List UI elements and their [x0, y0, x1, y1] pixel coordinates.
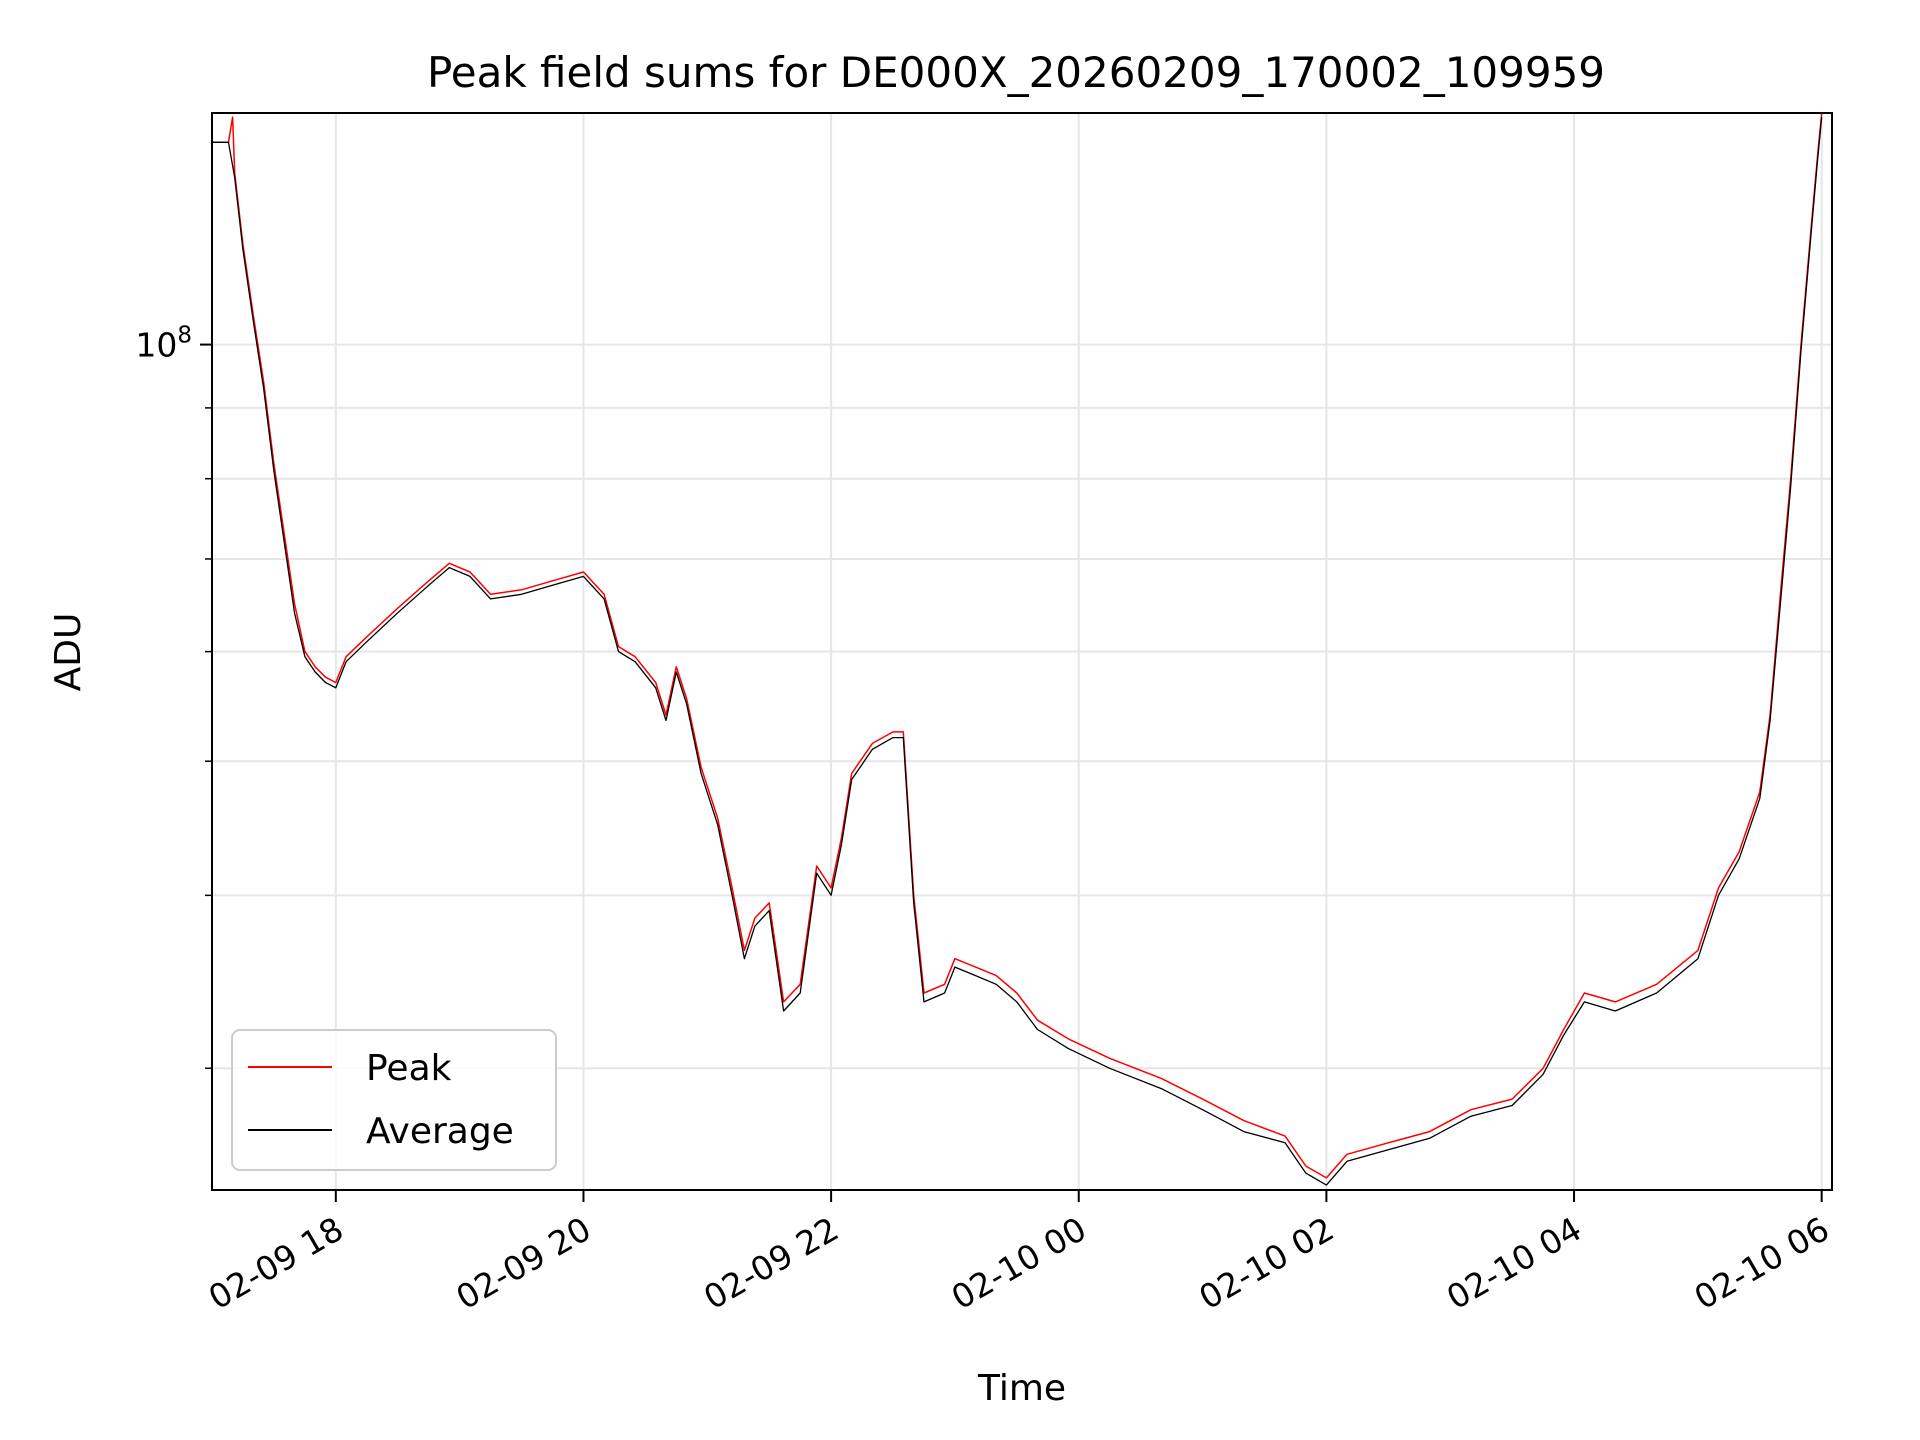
- legend-label-average: Average: [366, 1111, 514, 1152]
- series-line-peak: [212, 112, 1823, 1179]
- legend: Peak Average: [231, 1029, 557, 1171]
- plot-series: [212, 112, 1823, 1186]
- series-line-average: [212, 117, 1823, 1186]
- y-axis: 108: [135, 323, 212, 1070]
- legend-label-peak: Peak: [366, 1048, 452, 1089]
- y-tick-label: 108: [135, 323, 192, 365]
- x-axis-label: Time: [977, 1368, 1066, 1409]
- grid-lines: [212, 113, 1832, 1190]
- chart-title: Peak field sums for DE000X_20260209_1700…: [427, 48, 1605, 97]
- legend-box: [231, 1029, 557, 1171]
- y-axis-label: ADU: [48, 613, 89, 692]
